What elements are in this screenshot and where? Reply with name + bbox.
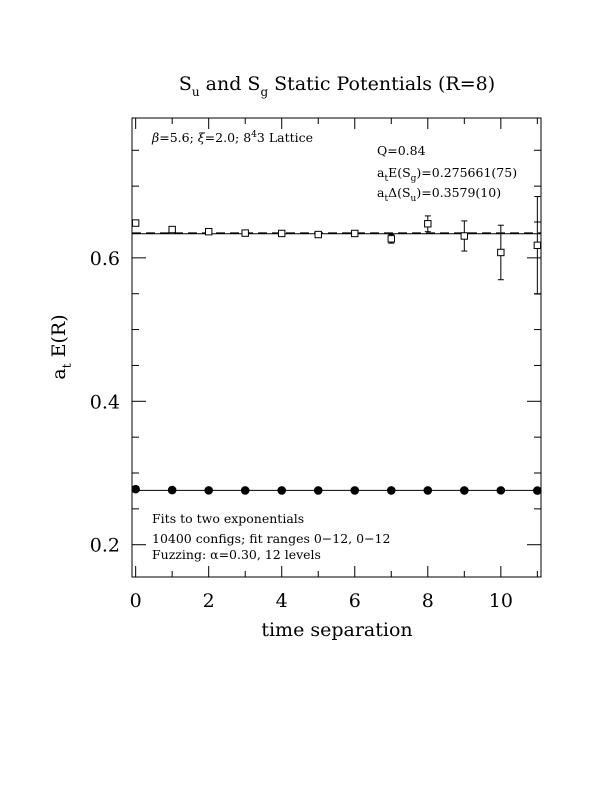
data-point-open-square [533,241,542,250]
data-point-open-square [424,220,432,228]
data-points [131,196,542,495]
data-point-filled-circle [313,486,323,495]
data-point-filled-circle [386,486,396,495]
y-axis-label: at E(R) [48,314,74,379]
configs-annotation: 10400 configs; fit ranges 0−12, 0−12 [152,531,390,546]
plot-frame [131,117,542,578]
data-point-filled-circle [167,485,177,495]
data-point-open-square [204,227,213,236]
axis-ticks [132,118,541,577]
data-point-filled-circle [423,486,433,495]
x-tick-label: 6 [349,590,361,612]
x-tick-label: 4 [276,590,288,612]
data-point-open-square [460,232,469,240]
data-point-open-square [168,225,176,234]
x-tick-label: 0 [130,590,142,612]
data-point-open-square [387,235,395,243]
data-point-open-square [351,229,359,238]
tick-labels: 0 2 4 6 8 10 0.2 0.4 0.6 [90,248,513,612]
delta-annotation: atΔ(Su)=0.3579(10) [377,185,501,204]
data-point-filled-circle [131,484,140,494]
q-annotation: Q=0.84 [377,143,426,158]
data-point-filled-circle [496,486,506,495]
fits-annotation: Fits to two exponentials [152,511,304,526]
data-point-filled-circle [533,486,542,495]
x-tick-label: 10 [489,590,513,612]
data-point-open-square [278,229,286,238]
data-point-filled-circle [277,486,287,495]
x-axis-label: time separation [261,619,412,641]
data-point-filled-circle [460,486,469,495]
x-tick-label: 8 [422,590,434,612]
data-point-filled-circle [350,486,360,495]
x-tick-label: 2 [203,590,215,612]
y-tick-label: 0.6 [90,248,120,270]
lattice-annotation: β=5.6; ξ=2.0; 843 Lattice [151,130,313,145]
chart-title: Su and Sg Static Potentials (R=8) [179,73,495,99]
y-tick-label: 0.2 [90,535,120,557]
data-point-filled-circle [240,486,250,495]
data-point-open-square [314,230,322,239]
fit-lines [132,232,541,491]
fuzzing-annotation: Fuzzing: α=0.30, 12 levels [152,547,321,562]
data-point-open-square [241,229,249,237]
data-point-open-square [497,248,505,257]
energy-annotation: atE(Sg)=0.275661(75) [377,165,517,184]
data-point-open-square [131,219,140,227]
y-tick-label: 0.4 [90,391,120,413]
data-point-filled-circle [204,486,213,495]
